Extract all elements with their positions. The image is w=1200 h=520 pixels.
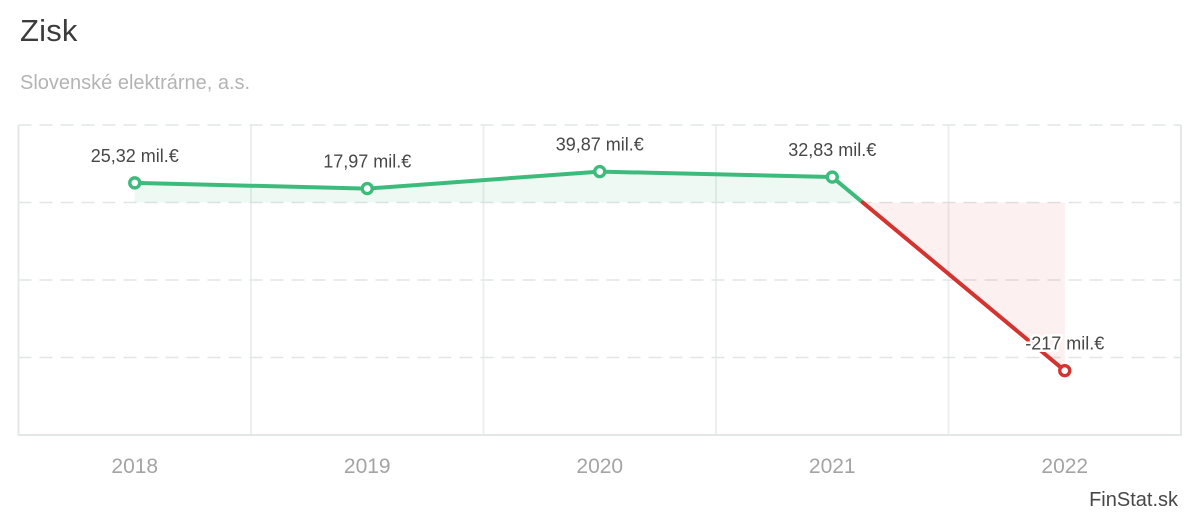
x-axis-label-2021: 2021: [809, 455, 856, 478]
data-point-2019[interactable]: [360, 181, 374, 196]
point-value-label-2019: 17,97 mil.€: [323, 152, 411, 172]
positive-area-fill: [134, 171, 863, 203]
data-point-2021[interactable]: [825, 170, 839, 184]
profit-line-negative: [860, 200, 1067, 373]
point-value-label-2021: 32,83 mil.€: [788, 140, 876, 160]
plot-border: [17, 125, 1182, 436]
company-subtitle: Slovenské elektrárne, a.s.: [20, 72, 251, 94]
data-point-2020[interactable]: [593, 164, 607, 179]
x-axis-label-2018: 2018: [111, 455, 158, 478]
point-value-label-2022: -217 mil.€: [1025, 334, 1104, 354]
point-value-label-2018: 25,32 mil.€: [91, 146, 179, 166]
data-point-2022[interactable]: [1058, 363, 1072, 378]
x-axis-label-2022: 2022: [1041, 455, 1088, 478]
finstat-watermark: FinStat.sk: [1089, 489, 1178, 511]
data-point-2018[interactable]: [128, 176, 142, 190]
x-axis-label-2020: 2020: [576, 455, 623, 478]
point-value-label-2020: 39,87 mil.€: [556, 135, 644, 155]
page-title: Zisk: [20, 13, 78, 48]
x-axis-label-2019: 2019: [344, 455, 391, 478]
